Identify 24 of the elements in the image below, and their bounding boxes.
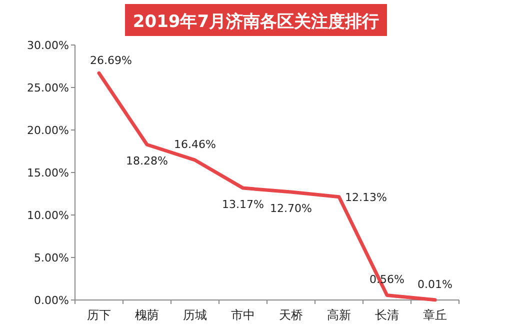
y-tick-label: 30.00% — [27, 39, 69, 52]
x-tick-label: 章丘 — [423, 308, 447, 322]
data-label: 12.70% — [270, 202, 312, 216]
x-tick-label: 市中 — [231, 308, 255, 322]
chart-title: 2019年7月济南各区关注度排行 — [132, 12, 380, 32]
x-tick-label: 天桥 — [279, 308, 303, 322]
y-tick-label: 25.00% — [27, 82, 69, 94]
x-tick-label: 长清 — [375, 308, 399, 322]
x-tick-label: 历城 — [183, 308, 207, 322]
data-label: 0.01% — [418, 278, 452, 291]
y-tick-label: 15.00% — [27, 166, 69, 180]
x-tick-label: 历下 — [87, 308, 111, 322]
y-tick-label: 5.00% — [34, 252, 69, 264]
x-tick-label: 高新 — [327, 308, 351, 322]
data-label: 26.69% — [90, 54, 132, 68]
x-tick-label: 槐荫 — [135, 308, 159, 322]
data-label: 18.28% — [126, 154, 168, 168]
data-label: 16.46% — [174, 138, 216, 152]
y-tick-label: 20.00% — [27, 124, 69, 137]
y-tick-label: 10.00% — [27, 209, 69, 222]
data-label: 13.17% — [222, 198, 264, 212]
title: 2019年7月济南各区关注度排行 — [125, 4, 387, 36]
y-tick-label: 0.00% — [34, 294, 69, 307]
data-label: 12.13% — [345, 190, 387, 204]
